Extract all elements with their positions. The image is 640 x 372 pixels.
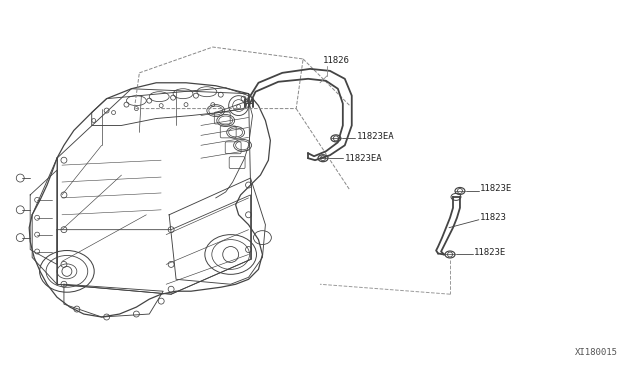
Text: XI180015: XI180015 [575, 348, 618, 357]
Text: 11823EA: 11823EA [356, 132, 394, 141]
Text: 11823E: 11823E [474, 248, 506, 257]
Text: 11823E: 11823E [480, 185, 512, 193]
Text: 11823: 11823 [480, 213, 507, 222]
Text: 11826: 11826 [323, 57, 350, 65]
Text: 11823EA: 11823EA [345, 154, 383, 163]
